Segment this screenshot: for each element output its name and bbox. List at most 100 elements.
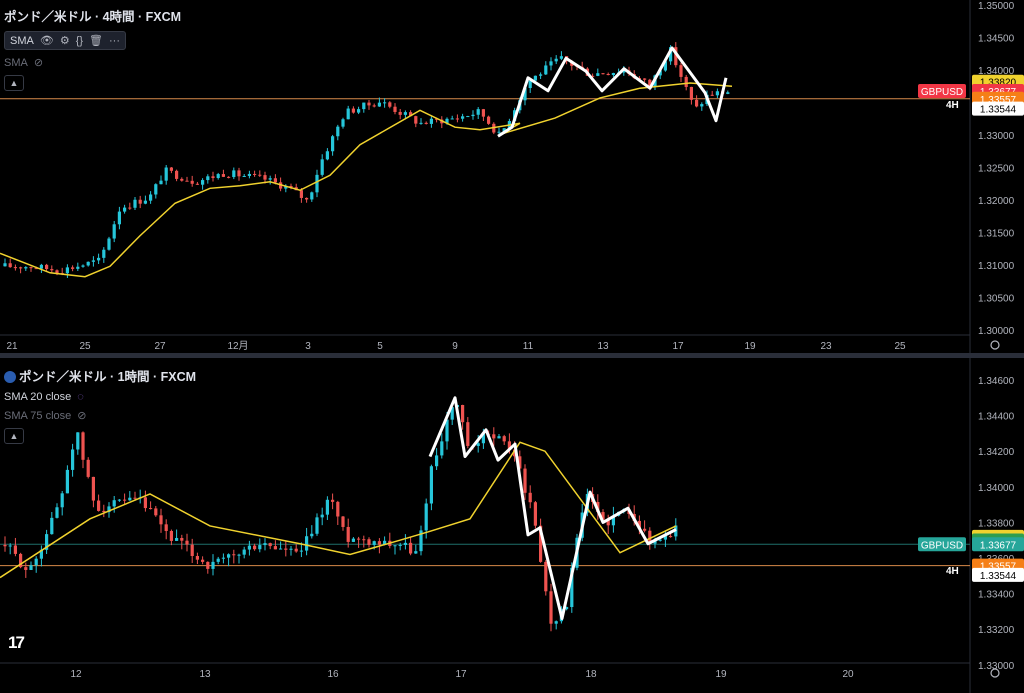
candle-body	[481, 109, 485, 117]
candle-body	[227, 176, 231, 178]
eye-icon[interactable]: 👁	[39, 35, 54, 47]
candle-body	[211, 176, 215, 178]
candle-body	[242, 549, 246, 555]
candle-body	[268, 543, 272, 547]
x-tick-label: 19	[715, 669, 727, 680]
candle-body	[102, 249, 106, 258]
x-tick-label: 18	[585, 669, 597, 680]
candle-body	[471, 114, 475, 117]
indicator-sma-row[interactable]: SMA 👁 ⚙ {} 🗑 ···	[4, 31, 181, 50]
tradingview-logo[interactable]: 17	[8, 633, 25, 652]
candle-body	[315, 174, 319, 193]
candle-body	[289, 185, 293, 188]
candle-body	[419, 122, 423, 124]
candle-body	[149, 194, 153, 201]
more-icon[interactable]: ···	[109, 34, 121, 47]
candle-body	[237, 170, 241, 177]
indicator-sma75-name: SMA 75 close	[4, 409, 72, 422]
candle-body	[138, 199, 142, 204]
candle-body	[591, 75, 595, 77]
gb-flag-icon	[4, 371, 16, 383]
candle-body	[663, 536, 667, 540]
candle-body	[19, 553, 23, 568]
candle-body	[195, 556, 199, 560]
candle-body	[284, 185, 288, 189]
hidden-eye-icon[interactable]: ⊘	[77, 410, 87, 422]
candle-body	[50, 269, 54, 271]
candle-body	[518, 456, 522, 469]
x-tick-label: 16	[327, 669, 339, 680]
candle-body	[414, 116, 418, 124]
hidden-eye-icon[interactable]: ⊘	[33, 57, 44, 69]
candle-body	[710, 94, 714, 96]
candle-body	[45, 264, 49, 270]
candle-body	[325, 151, 329, 160]
candle-body	[622, 70, 626, 73]
y-tick-label: 1.34500	[978, 34, 1015, 45]
candle-body	[611, 515, 615, 526]
indicator-sma75-row[interactable]: SMA 75 close ⊘	[4, 409, 196, 423]
candle-body	[39, 549, 43, 559]
candle-body	[143, 497, 147, 509]
candle-body	[440, 441, 444, 456]
candle-body	[305, 536, 309, 551]
candle-body	[398, 111, 402, 115]
candle-body	[164, 524, 168, 531]
y-tick-label: 1.35000	[978, 1, 1015, 12]
candle-body	[29, 565, 33, 570]
candle-body	[232, 170, 236, 178]
candle-body	[24, 267, 28, 269]
chart-1h-canvas[interactable]: 1.34600 1.34400 1.34200 1.34000 1.33800 1.336…	[0, 358, 1024, 693]
chart-pane-1h[interactable]: 1.34600 1.34400 1.34200 1.34000 1.33800 1.336…	[0, 358, 1024, 693]
candle-body	[445, 419, 449, 442]
indicator-toolbar[interactable]: SMA 👁 ⚙ {} 🗑 ···	[4, 31, 127, 50]
candle-body	[34, 558, 38, 566]
candle-body	[310, 533, 314, 537]
candle-body	[684, 76, 688, 87]
pane-divider[interactable]	[0, 353, 1024, 358]
candle-body	[424, 122, 428, 124]
candle-body	[180, 178, 184, 181]
source-code-icon[interactable]: {}	[75, 34, 84, 47]
x-tick-label: 20	[842, 669, 854, 680]
delete-icon[interactable]: 🗑	[89, 35, 104, 47]
symbol-tag	[918, 83, 966, 98]
candle-body	[117, 211, 121, 225]
collapse-legend-button[interactable]: ▲	[4, 75, 24, 91]
candle-body	[13, 267, 17, 269]
candle-body	[247, 545, 251, 550]
candle-body	[253, 173, 257, 175]
chart-pane-4h[interactable]: 1.350001.345001.340001.335001.330001.325…	[0, 0, 1024, 353]
candle-body	[528, 80, 532, 89]
y-tick-label: 1.34600	[978, 376, 1015, 387]
x-tick-label: 5	[377, 341, 383, 352]
candle-body	[643, 78, 647, 80]
chart-title-1h-text: ポンド／米ドル · 1時間 · FXCM	[19, 370, 197, 384]
candle-body	[180, 537, 184, 541]
candle-body	[419, 530, 423, 552]
candle-body	[107, 238, 111, 250]
candle-body	[726, 92, 730, 94]
zigzag-line	[497, 46, 728, 138]
candle-body	[513, 449, 517, 457]
axis-settings-icon	[990, 668, 1000, 678]
candle-body	[403, 112, 407, 115]
y-tick-label: 1.31500	[978, 229, 1015, 240]
candle-body	[65, 267, 69, 274]
indicator-sma20-row[interactable]: SMA 20 close ◌	[4, 391, 196, 403]
candle-body	[320, 514, 324, 518]
candle-body	[523, 88, 527, 101]
x-tick-label: 12月	[227, 340, 248, 352]
candle-body	[237, 554, 241, 556]
candle-body	[424, 503, 428, 531]
chart-4h-canvas[interactable]: 1.350001.345001.340001.335001.330001.325…	[0, 0, 1024, 353]
collapse-legend-button[interactable]: ▲	[4, 428, 24, 444]
candle-body	[268, 178, 272, 180]
y-tick-label: 1.34000	[978, 483, 1015, 494]
candle-body	[502, 436, 506, 442]
x-tick-label: 11	[523, 341, 534, 352]
settings-icon[interactable]: ⚙	[59, 35, 70, 47]
indicator-sma2-row[interactable]: SMA ⊘	[4, 56, 181, 70]
candle-body	[346, 108, 350, 120]
candle-body	[190, 544, 194, 557]
